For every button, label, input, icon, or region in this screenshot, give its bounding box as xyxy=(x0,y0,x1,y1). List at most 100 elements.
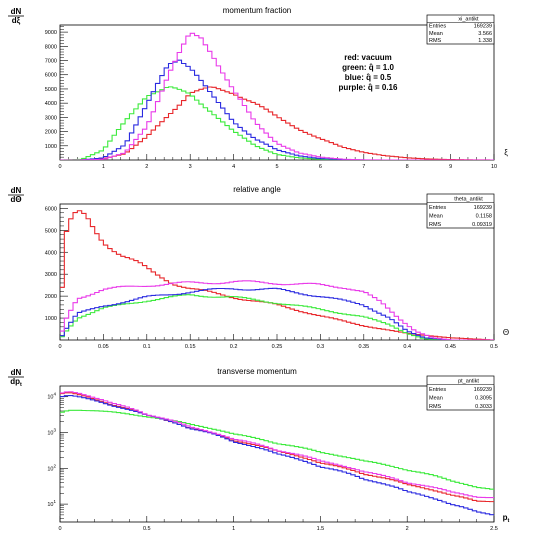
y-tick-label: 4000 xyxy=(45,101,57,107)
stats-row-label: RMS xyxy=(429,222,442,228)
series-line-1 xyxy=(60,86,494,160)
legend-entry: purple: q̂ = 0.16 xyxy=(339,83,398,92)
y-tick-label: 8000 xyxy=(45,44,57,50)
stats-row-value: 0.1158 xyxy=(476,214,492,220)
x-tick-label: 0.35 xyxy=(358,344,369,350)
x-tick-label: 0.4 xyxy=(403,344,411,350)
legend-entry: blue: q̂ = 0.5 xyxy=(345,73,392,82)
x-tick-label: 6 xyxy=(319,164,322,170)
x-axis-label: ξ xyxy=(504,148,508,157)
y-tick-label: 3000 xyxy=(45,272,57,278)
stats-row-label: Entries xyxy=(429,387,446,393)
y-tick-label: 5000 xyxy=(45,87,57,93)
series-line-3 xyxy=(60,59,494,160)
plot-frame xyxy=(59,385,495,523)
y-axis-label-denominator: dΘ xyxy=(10,195,21,204)
x-tick-label: 2 xyxy=(145,164,148,170)
stats-row-label: Entries xyxy=(429,205,446,211)
x-tick-label: 0.3 xyxy=(317,344,325,350)
legend-entry: green: q̂ = 1.0 xyxy=(342,63,394,72)
stats-box xyxy=(426,14,495,45)
y-tick-label: 101 xyxy=(47,499,56,508)
x-tick-label: 5 xyxy=(275,164,278,170)
stats-row-label: RMS xyxy=(429,38,442,44)
x-tick-label: 0.25 xyxy=(272,344,283,350)
stats-row-label: Mean xyxy=(429,31,443,37)
series-line-3 xyxy=(60,287,494,340)
stats-row-value: 1.338 xyxy=(478,38,492,44)
x-tick-label: 2 xyxy=(406,526,409,532)
y-tick-label: 6000 xyxy=(45,206,57,212)
y-axis-label-numerator: dN xyxy=(11,7,22,16)
x-tick-label: 1.5 xyxy=(317,526,325,532)
y-axis-label-numerator: dN xyxy=(11,368,22,377)
y-tick-label: 104 xyxy=(47,392,56,401)
x-tick-label: 10 xyxy=(491,164,497,170)
y-axis-label-numerator: dN xyxy=(11,186,22,195)
x-tick-label: 1 xyxy=(102,164,105,170)
x-tick-label: 3 xyxy=(189,164,192,170)
y-tick-label: 2000 xyxy=(45,130,57,136)
chart-panel-3: transverse momentum 0 0.5 1 1.5 2 2.5 101 102 103… xyxy=(8,367,510,532)
series-line-4 xyxy=(60,280,494,340)
y-tick-label: 103 xyxy=(47,428,56,437)
y-tick-label: 2000 xyxy=(45,294,57,300)
x-tick-label: 4 xyxy=(232,164,235,170)
y-tick-label: 7000 xyxy=(45,59,57,65)
x-tick-label: 0.5 xyxy=(143,526,151,532)
stats-row-label: RMS xyxy=(429,404,442,410)
y-tick-label: 4000 xyxy=(45,250,57,256)
y-tick-label: 5000 xyxy=(45,228,57,234)
x-tick-label: 0.1 xyxy=(143,344,151,350)
x-tick-label: 1 xyxy=(232,526,235,532)
chart-panel-1: momentum fraction 0 1 2 3 4 5 6 7 8 9 10 1000 2000 300… xyxy=(8,6,508,170)
y-axis-label-denominator: dpt xyxy=(10,377,22,388)
stats-box-name: pt_antikt xyxy=(458,379,479,385)
stats-row-label: Mean xyxy=(429,214,443,220)
x-tick-label: 0.2 xyxy=(230,344,238,350)
y-axis-label-denominator: dξ xyxy=(12,16,21,25)
stats-row-value: 169239 xyxy=(474,387,492,393)
x-axis-label: Θ xyxy=(503,328,509,337)
stats-row-value: 0.3033 xyxy=(475,404,492,410)
plot-frame xyxy=(59,24,495,161)
stats-box-name: xi_antikt xyxy=(458,16,479,22)
y-tick-label: 102 xyxy=(47,463,56,472)
x-tick-label: 0.5 xyxy=(490,344,498,350)
stats-row-value: 169239 xyxy=(474,24,492,30)
stats-row-value: 169239 xyxy=(474,205,492,211)
chart-title: transverse momentum xyxy=(217,367,297,376)
y-tick-label: 6000 xyxy=(45,73,57,79)
chart-title: relative angle xyxy=(233,185,281,194)
legend-entry: red: vacuum xyxy=(344,53,392,62)
y-tick-label: 1000 xyxy=(45,316,57,322)
x-tick-label: 0.05 xyxy=(98,344,109,350)
series-line-2 xyxy=(60,294,494,340)
x-tick-label: 2.5 xyxy=(490,526,498,532)
series-line-1 xyxy=(60,210,494,340)
x-tick-label: 0.45 xyxy=(445,344,456,350)
y-tick-label: 1000 xyxy=(45,144,57,150)
stats-row-value: 0.3095 xyxy=(475,396,492,402)
stats-row-label: Entries xyxy=(429,24,446,30)
x-tick-label: 0 xyxy=(58,164,61,170)
series-line-4 xyxy=(60,391,494,499)
x-tick-label: 0 xyxy=(58,526,61,532)
stats-box-name: theta_antikt xyxy=(454,197,483,203)
x-axis-label: pt xyxy=(503,513,510,524)
x-tick-label: 0 xyxy=(58,344,61,350)
stats-box xyxy=(426,193,495,229)
series-line-2 xyxy=(60,409,494,490)
y-tick-label: 3000 xyxy=(45,115,57,121)
x-tick-label: 0.15 xyxy=(185,344,196,350)
stats-box xyxy=(426,375,495,411)
x-tick-label: 9 xyxy=(449,164,452,170)
chart-panel-2: relative angle 0 0.05 0.1 0.15 0.2 0.25 0.3 0.35… xyxy=(8,185,509,350)
x-tick-label: 7 xyxy=(362,164,365,170)
stats-row-label: Mean xyxy=(429,396,443,402)
chart-title: momentum fraction xyxy=(223,6,291,15)
series-line-4 xyxy=(60,32,494,160)
y-tick-label: 9000 xyxy=(45,30,57,36)
stats-row-value: 3.566 xyxy=(478,31,492,37)
